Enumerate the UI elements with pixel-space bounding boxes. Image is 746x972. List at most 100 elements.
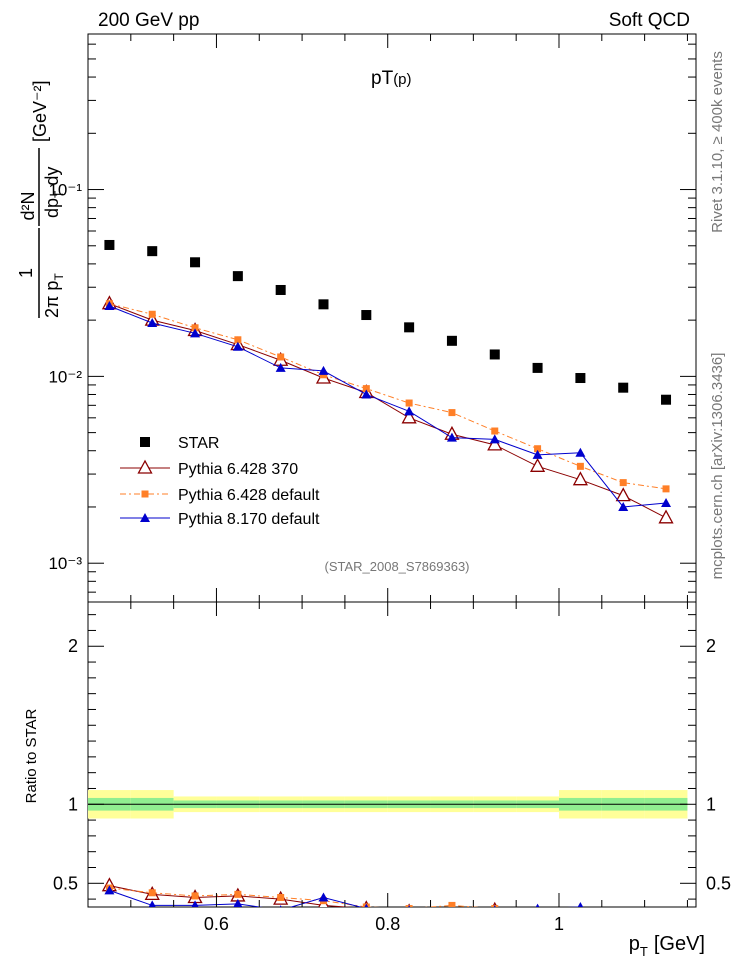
point-pythia-6-428-default: [277, 353, 285, 361]
point-pythia-6-428-default: [148, 310, 156, 318]
point-star: [361, 310, 372, 321]
ratio-y-tick-label-left: 0.5: [53, 873, 78, 893]
main-series-group: [101, 239, 674, 524]
x-tick-label: 0.6: [204, 914, 229, 934]
ratio-y-tick-label-left: 2: [68, 636, 78, 656]
ratio-plot-frame: [87, 601, 697, 908]
ratio-line-pythia-6-428-default: [109, 887, 481, 907]
ratio-point-pythia-8-170-default: [493, 905, 496, 907]
ratio-point-pythia-6-428-370: [362, 900, 370, 907]
point-pythia-6-428-default: [405, 399, 413, 407]
ratio-point-pythia-8-170-default: [447, 910, 457, 919]
ratio-axis-ticks: 0.5 0.5 1 1 2 2 0.6 0.8 1: [53, 602, 731, 934]
point-star: [489, 349, 500, 360]
point-star: [446, 335, 457, 346]
point-pythia-6-428-370: [529, 457, 546, 472]
series-line-pythia-6-428-370: [109, 303, 667, 519]
ratio-point-pythia-6-428-default: [577, 911, 584, 918]
analysis-watermark: (STAR_2008_S7869363): [324, 559, 469, 574]
ratio-point-pythia-6-428-default: [534, 910, 541, 917]
point-pythia-6-428-370: [401, 409, 417, 424]
point-pythia-6-428-default: [234, 336, 242, 344]
point-pythia-8-170-default: [489, 434, 500, 444]
ratio-point-pythia-8-170-default: [191, 900, 199, 907]
x-tick-label: 1: [554, 914, 564, 934]
series-line-pythia-8-170-default: [109, 305, 667, 508]
ratio-y-axis-label: Ratio to STAR: [23, 708, 40, 803]
ratio-point-pythia-8-170-default: [577, 902, 584, 907]
ratio-point-pythia-6-428-default: [277, 894, 285, 902]
point-pythia-8-170-default: [190, 328, 201, 338]
ratio-point-pythia-6-428-default: [234, 890, 242, 898]
point-star: [147, 246, 158, 257]
mcplots-label: mcplots.cern.ch [arXiv:1306.3436]: [709, 353, 726, 580]
plot-title: pT(p): [371, 68, 412, 89]
header-left: 200 GeV pp: [98, 10, 199, 31]
ratio-point-pythia-6-428-370: [617, 913, 630, 925]
legend: STAR Pythia 6.428 370 Pythia 6.428 default…: [120, 435, 320, 528]
point-pythia-6-428-default: [191, 324, 199, 332]
ratio-point-pythia-6-428-370: [537, 906, 538, 907]
ratio-point-pythia-8-170-default: [364, 903, 369, 907]
legend-marker-pythia-6-428-default: [141, 490, 149, 498]
point-pythia-6-428-370: [658, 509, 674, 524]
ratio-point-pythia-6-428-default: [663, 910, 670, 917]
point-pythia-8-170-default: [532, 449, 543, 459]
point-star: [104, 239, 115, 250]
ratio-point-pythia-6-428-370: [660, 919, 673, 931]
point-pythia-6-428-default: [576, 462, 584, 470]
point-pythia-8-170-default: [404, 406, 415, 416]
point-pythia-8-170-default: [361, 389, 372, 399]
main-y-axis-label: 1 2π pT d²N dpTdy [GeV⁻²]: [16, 80, 66, 318]
ratio-point-pythia-6-428-370: [491, 901, 498, 907]
point-pythia-6-428-default: [534, 445, 542, 453]
legend-marker-pythia-6-428-370: [137, 459, 153, 474]
x-tick-label: 0.8: [375, 914, 400, 934]
ratio-line-pythia-6-428-370: [109, 885, 352, 907]
point-pythia-6-428-default: [662, 485, 670, 493]
ratio-point-pythia-8-170-default: [233, 898, 243, 907]
point-star: [275, 284, 286, 295]
point-pythia-6-428-370: [572, 471, 588, 486]
point-pythia-6-428-default: [448, 409, 456, 417]
ratio-point-pythia-6-428-default: [620, 913, 627, 920]
point-star: [232, 271, 243, 282]
ratio-y-tick-label-right: 1: [706, 794, 716, 814]
ylabel-units: [GeV⁻²]: [30, 80, 50, 142]
point-pythia-6-428-default: [362, 385, 370, 393]
legend-label-pythia-8-170-default: Pythia 8.170 default: [178, 511, 320, 528]
ratio-point-pythia-6-428-default: [191, 892, 199, 900]
point-pythia-6-428-default: [491, 427, 499, 435]
point-pythia-8-170-default: [104, 301, 115, 311]
x-axis-label: pT [GeV]: [629, 933, 705, 959]
point-pythia-8-170-default: [446, 432, 457, 442]
point-star: [532, 362, 543, 373]
ratio-y-tick-label-left: 1: [68, 794, 78, 814]
main-y-tick-label: 10⁻³: [48, 554, 82, 573]
point-star: [190, 257, 201, 268]
ratio-uncertainty-band: [88, 790, 688, 819]
header-right: Soft QCD: [609, 10, 690, 31]
ratio-y-tick-label-right: 2: [706, 636, 716, 656]
point-star: [661, 394, 672, 405]
ratio-series-group: [101, 877, 673, 931]
main-y-tick-label: 10⁻¹: [48, 181, 82, 200]
main-axis-ticks: 10⁻¹ 10⁻² 10⁻³: [48, 34, 696, 602]
ratio-point-pythia-6-428-default: [148, 889, 156, 897]
point-star: [404, 322, 415, 333]
legend-label-pythia-6-428-default: Pythia 6.428 default: [178, 487, 320, 504]
ratio-line-pythia-8-170-default: [109, 889, 582, 907]
ratio-point-pythia-8-170-default: [318, 892, 329, 902]
ratio-point-pythia-8-170-default: [618, 919, 628, 928]
legend-label-star: STAR: [178, 435, 219, 452]
point-pythia-6-428-370: [487, 436, 503, 451]
ratio-point-pythia-8-170-default: [661, 915, 671, 924]
point-pythia-8-170-default: [275, 362, 286, 372]
point-pythia-8-170-default: [661, 498, 672, 508]
ratio-point-pythia-8-170-default: [148, 900, 156, 907]
ylabel-frac-num: 1: [16, 268, 36, 278]
main-y-tick-label: 10⁻²: [48, 367, 82, 386]
ratio-y-tick-label-right: 0.5: [706, 873, 731, 893]
rivet-label: Rivet 3.1.10, ≥ 400k events: [709, 51, 726, 233]
ratio-point-pythia-8-170-default: [408, 905, 411, 907]
